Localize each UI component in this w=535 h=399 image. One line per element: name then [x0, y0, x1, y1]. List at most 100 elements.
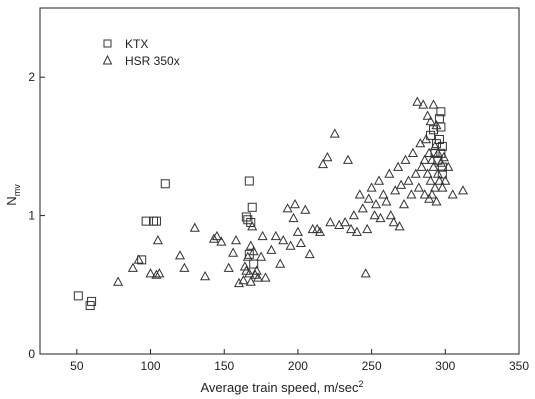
ktx-point	[73, 291, 83, 301]
hsr-point	[348, 210, 359, 220]
hsr-point	[394, 221, 405, 231]
y-tick-label: 0	[28, 347, 35, 361]
ktx-point	[160, 179, 170, 189]
hsr-point	[113, 276, 124, 286]
hsr-point	[406, 189, 417, 199]
ktx-point	[244, 176, 254, 186]
hsr-point	[314, 226, 326, 236]
hsr-point	[248, 246, 259, 256]
hsr-point	[179, 262, 190, 272]
hsr-point	[230, 234, 242, 245]
hsr-point	[422, 110, 433, 120]
hsr-point	[325, 216, 336, 227]
hsr-point	[443, 161, 454, 171]
hsr-point	[434, 175, 445, 185]
hsr-point	[366, 182, 377, 192]
hsr-point	[426, 189, 438, 199]
hsr-point	[329, 128, 340, 138]
hsr-point	[275, 258, 286, 268]
hsr-point	[174, 250, 186, 260]
x-tick-label: 100	[141, 359, 161, 373]
hsr-point	[440, 175, 451, 185]
hsr-point	[419, 189, 430, 199]
hsr-point	[435, 157, 446, 167]
hsr-point	[447, 189, 458, 199]
x-axis: 50 100 150 200 250 300 350	[70, 349, 529, 373]
hsr-point	[432, 168, 443, 178]
hsr-point	[429, 140, 441, 151]
hsr-point	[396, 179, 407, 189]
hsr-point	[360, 268, 371, 278]
hsr-point	[247, 221, 258, 231]
hsr-point	[223, 262, 234, 272]
hsr-point	[375, 212, 386, 223]
hsr-point	[424, 147, 435, 157]
hsr-point	[322, 151, 333, 162]
hsr-point	[373, 175, 385, 185]
ktx-point	[437, 141, 447, 151]
hsr-point	[418, 99, 429, 109]
hsr-point	[245, 276, 256, 286]
hsr-point	[363, 193, 374, 203]
x-tick-label: 150	[214, 359, 234, 373]
hsr-point	[270, 230, 281, 241]
hsr-point	[251, 265, 262, 275]
y-tick-label: 2	[28, 70, 35, 84]
y-tick-label: 1	[28, 209, 35, 223]
hsr-point	[216, 236, 227, 246]
hsr-point	[133, 254, 144, 264]
x-tick-label: 250	[362, 359, 382, 373]
ktx-point	[436, 122, 446, 132]
x-tick-label: 300	[435, 359, 455, 373]
hsr-point	[425, 115, 436, 126]
hsr-point	[390, 185, 401, 195]
hsr-point	[345, 223, 357, 234]
hsr-point	[152, 234, 163, 245]
hsr-point	[354, 189, 365, 199]
hsr-point	[260, 272, 271, 282]
x-axis-label: Average train speed, m/sec2	[200, 379, 363, 395]
legend-label-ktx: KTX	[125, 37, 148, 51]
hsr-point	[400, 154, 411, 164]
ktx-point	[141, 216, 151, 226]
x-tick-label: 200	[288, 359, 308, 373]
hsr-point	[426, 154, 438, 164]
hsr-point	[421, 133, 432, 144]
hsr-point	[242, 251, 253, 261]
hsr-point	[282, 203, 293, 213]
hsr-point	[351, 226, 362, 236]
y-axis: 0 1 2	[28, 70, 45, 361]
hsr-point	[438, 151, 449, 162]
hsr-point	[278, 234, 289, 245]
hsr-point	[292, 226, 303, 236]
ktx-point	[434, 134, 444, 144]
hsr-point	[127, 262, 138, 272]
x-tick-label: 50	[70, 359, 84, 373]
legend-triangle-icon	[102, 54, 113, 65]
hsr-point	[413, 182, 424, 192]
hsr-point	[228, 247, 239, 257]
hsr-point	[429, 182, 441, 192]
hsr-point	[431, 196, 442, 206]
hsr-point	[422, 168, 433, 178]
hsr-point	[233, 277, 245, 288]
hsr-point	[266, 244, 277, 254]
hsr-point	[388, 216, 399, 227]
hsr-point	[257, 230, 268, 241]
hsr-point	[393, 161, 404, 171]
hsr-point	[300, 204, 311, 214]
data-points	[73, 96, 469, 311]
hsr-point	[362, 223, 373, 234]
hsr-point	[378, 189, 389, 199]
hsr-point	[357, 203, 368, 213]
hsr-point	[437, 182, 448, 192]
ktx-point	[249, 259, 259, 269]
hsr-point	[334, 219, 345, 229]
hsr-point	[428, 99, 439, 109]
hsr-point	[431, 120, 442, 130]
hsr-point	[285, 240, 296, 250]
hsr-point	[369, 210, 380, 220]
hsr-point	[211, 230, 222, 241]
hsr-point	[289, 198, 301, 209]
